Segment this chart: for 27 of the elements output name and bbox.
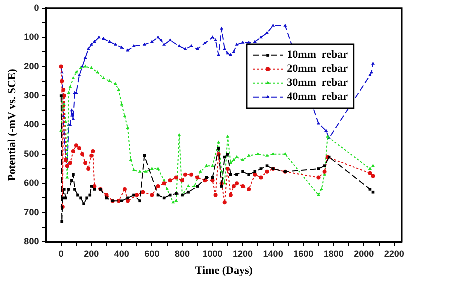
x-tick-label: 2000 [354,248,374,259]
y-tick-label: 400 [24,120,40,130]
legend-label: 20mm rebar [287,63,348,76]
y-tick-label: 700 [24,207,40,218]
x-tick-label: 200 [84,248,100,259]
x-tick-label: 1400 [263,248,284,259]
x-tick-label: 400 [114,248,130,259]
x-tick-label: 1200 [233,248,254,259]
x-tick-label: 800 [174,248,190,259]
y-tick-label: 500 [24,148,40,159]
x-tick-label: 2200 [384,248,404,259]
legend-label: 30mm rebar [287,77,348,90]
legend-label: 10mm rebar [287,49,348,62]
x-tick-label: 1800 [324,248,344,259]
y-axis-title: Potential (-mV vs. SCE) [6,68,18,182]
y-tick-label: 200 [24,61,40,72]
x-axis-title: Time (Days) [195,265,254,278]
x-tick-label: 1000 [202,248,223,259]
y-tick-label: 600 [24,178,40,188]
y-tick-label: 100 [24,32,40,42]
legend-label: 40mm rebar [287,91,348,104]
y-tick-label: 0 [34,2,40,13]
x-tick-label: 0 [58,248,64,259]
y-tick-label: 300 [24,90,40,100]
y-tick-label: 800 [24,236,40,246]
x-tick-label: 600 [144,248,160,259]
x-tick-label: 1600 [294,248,314,259]
